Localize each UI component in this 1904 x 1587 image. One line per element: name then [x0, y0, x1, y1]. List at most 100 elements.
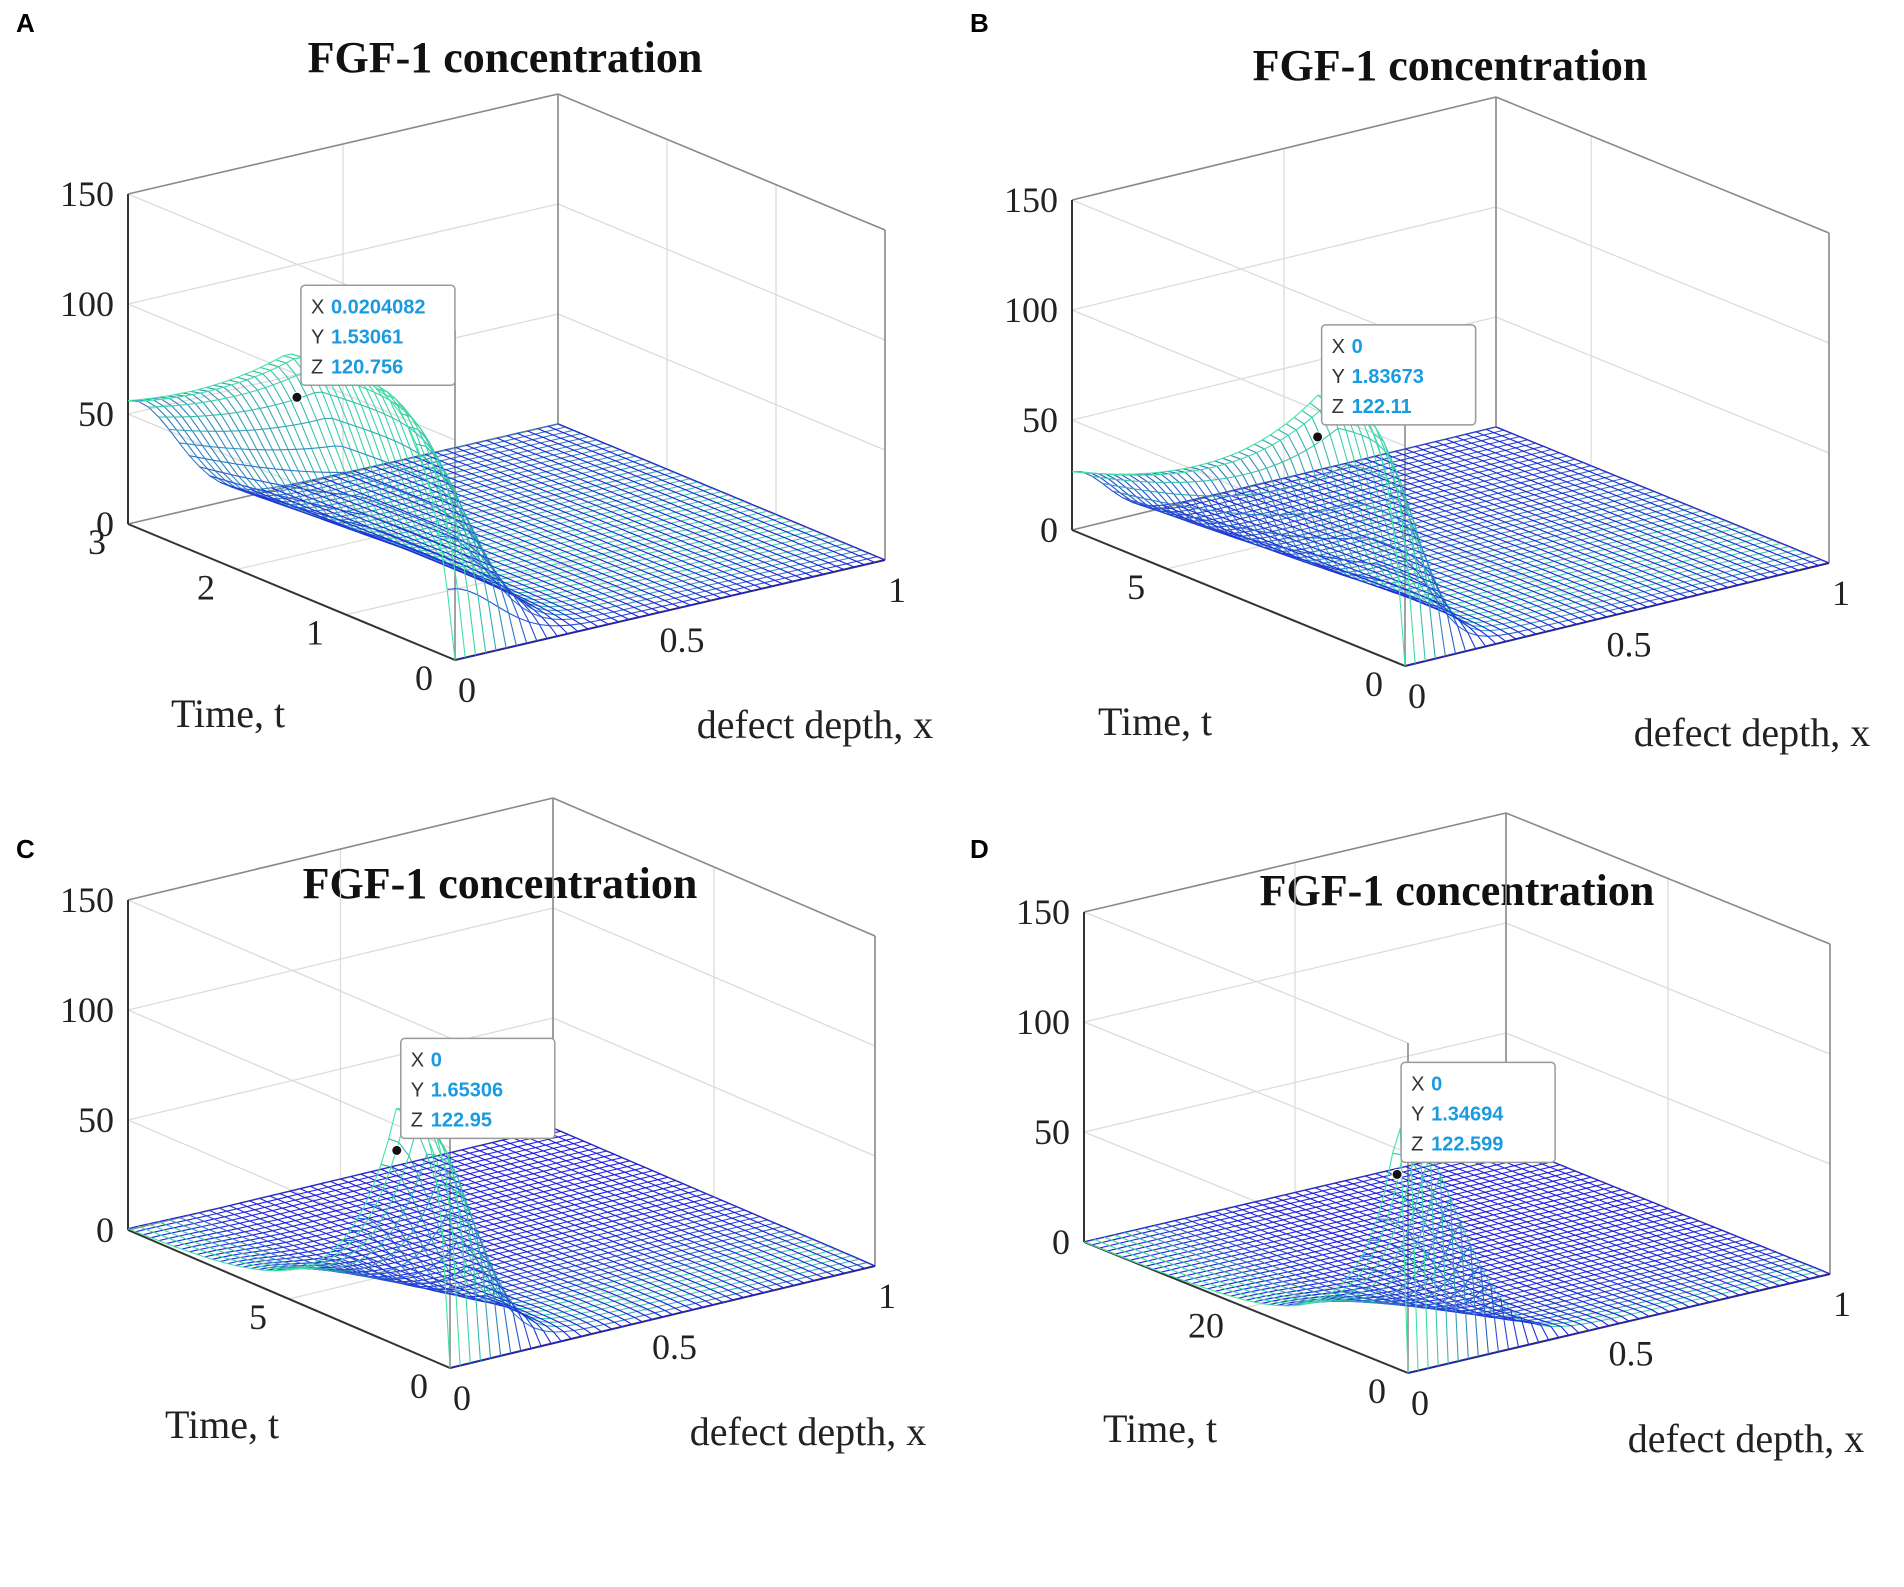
mesh-line [1184, 1217, 1510, 1350]
mesh-line [1385, 1170, 1710, 1303]
grid-line [1495, 206, 1830, 344]
z-tick-label: 100 [60, 284, 114, 324]
x-tick-label: 0.5 [660, 620, 705, 660]
grid-line [127, 1009, 451, 1149]
mesh-line [1445, 438, 1779, 576]
mesh-line [431, 1156, 754, 1296]
mesh-line [1485, 1147, 1811, 1280]
data-tip-marker[interactable] [1312, 431, 1324, 443]
data-tip-key: X [1411, 1073, 1424, 1095]
x-axis-label: defect depth, x [1628, 1416, 1865, 1461]
mesh-line [1154, 1224, 1479, 1357]
mesh-line [547, 425, 876, 563]
mesh-line [1435, 1158, 1760, 1291]
mesh-line [1103, 1139, 1429, 1369]
mesh-line [249, 1200, 572, 1340]
mesh-line [380, 1168, 704, 1308]
mesh-line [1253, 484, 1587, 623]
y-axis-label: Time, t [1103, 1406, 1217, 1451]
y-tick-label: 2 [197, 567, 215, 607]
panel-letter: C [16, 834, 35, 864]
mesh-line [1324, 1184, 1650, 1317]
mesh-line [127, 1107, 451, 1369]
box-edge [1495, 96, 1830, 234]
mesh-line [199, 466, 528, 644]
mesh-line [445, 449, 773, 587]
mesh-line [1324, 467, 1658, 606]
data-tip-key: Z [411, 1109, 423, 1131]
mesh-line [1355, 1177, 1680, 1310]
grid-line [345, 514, 777, 616]
mesh-line [1344, 1180, 1670, 1313]
mesh-line [506, 435, 835, 573]
box-edge [1505, 812, 1831, 945]
data-tip[interactable]: X 0.0204082 Y 1.53061 Z 120.756 [291, 284, 456, 403]
mesh-line [296, 1199, 722, 1278]
data-tip-marker[interactable] [291, 391, 303, 403]
x-tick-label: 0.5 [652, 1327, 697, 1367]
data-tip-marker[interactable] [1391, 1168, 1403, 1180]
grid-line [557, 203, 886, 341]
x-tick-label: 0.5 [1607, 625, 1652, 665]
grid-line [1083, 1131, 1409, 1264]
chart-title: FGF-1 concentration [1253, 41, 1648, 90]
data-tip-value: 1.83673 [1352, 366, 1424, 388]
mesh-line [1102, 463, 1436, 659]
data-tip-value: 120.756 [331, 356, 403, 378]
data-tip[interactable]: X 0Y 1.83673 Z 122.11 [1312, 324, 1477, 443]
mesh-line [1455, 436, 1789, 574]
mesh-line [352, 470, 681, 609]
grid-line [1083, 911, 1409, 1044]
data-tip[interactable]: X 0Y 1.65306 Z 122.95 [391, 1037, 556, 1156]
mesh-line [1123, 1175, 1449, 1364]
mesh-line [1133, 1196, 1459, 1362]
z-tick-label: 150 [60, 880, 114, 920]
grid-line [1071, 206, 1497, 311]
surface-mesh [1071, 394, 1830, 667]
mesh-line [340, 1178, 663, 1318]
data-tip-value: 0.0204082 [331, 296, 426, 318]
mesh-line [1485, 428, 1820, 567]
mesh-line [496, 437, 824, 575]
mesh-line [228, 1205, 552, 1344]
mesh-line [1425, 1161, 1750, 1294]
panel-a: A FGF-1 concentration 0 50 100 150 0 0.5 1 0 1 2 3 de… [16, 8, 933, 747]
mesh-line [404, 458, 732, 597]
mesh-line [1384, 453, 1719, 591]
grid-line [1083, 1032, 1507, 1133]
mesh-line [1334, 1182, 1660, 1315]
mesh-line [1375, 1173, 1700, 1306]
mesh-line [360, 1173, 683, 1313]
z-tick-label: 0 [1040, 510, 1058, 550]
grid-line [127, 899, 451, 1039]
data-tip-marker[interactable] [391, 1144, 403, 1156]
tick-labels: 0 50 100 150 0 0.5 1 0 1 2 3 [60, 174, 906, 710]
data-tip-box [300, 284, 456, 387]
y-tick-label: 0 [415, 658, 433, 698]
data-tip-key: Z [1411, 1133, 1423, 1155]
mesh-line [532, 1132, 856, 1272]
mesh-line [1314, 470, 1648, 608]
y-tick-label: 1 [306, 613, 324, 653]
grid-line [127, 907, 554, 1011]
mesh-line [1394, 450, 1729, 589]
data-tip-value: 0 [1431, 1073, 1442, 1095]
panel-letter: A [16, 8, 35, 38]
x-tick-label: 0.5 [1609, 1334, 1654, 1374]
mesh-line [1122, 497, 1457, 654]
mesh-line [299, 1188, 623, 1328]
axis-line [1083, 1241, 1409, 1374]
grid-line [1083, 922, 1507, 1023]
mesh-line [1405, 1166, 1730, 1299]
box-edge [552, 797, 876, 937]
grid-line [1505, 1032, 1831, 1165]
mesh-line [1374, 455, 1709, 593]
z-tick-label: 100 [1004, 290, 1058, 330]
x-axis-label: defect depth, x [690, 1409, 927, 1454]
mesh-line [178, 1214, 502, 1356]
mesh-line [376, 387, 808, 590]
data-tip[interactable]: X 0Y 1.34694 Z 122.599 [1391, 1061, 1556, 1180]
mesh-line [1294, 1191, 1620, 1324]
mesh-line [1112, 490, 1446, 657]
mesh-line [332, 474, 661, 613]
